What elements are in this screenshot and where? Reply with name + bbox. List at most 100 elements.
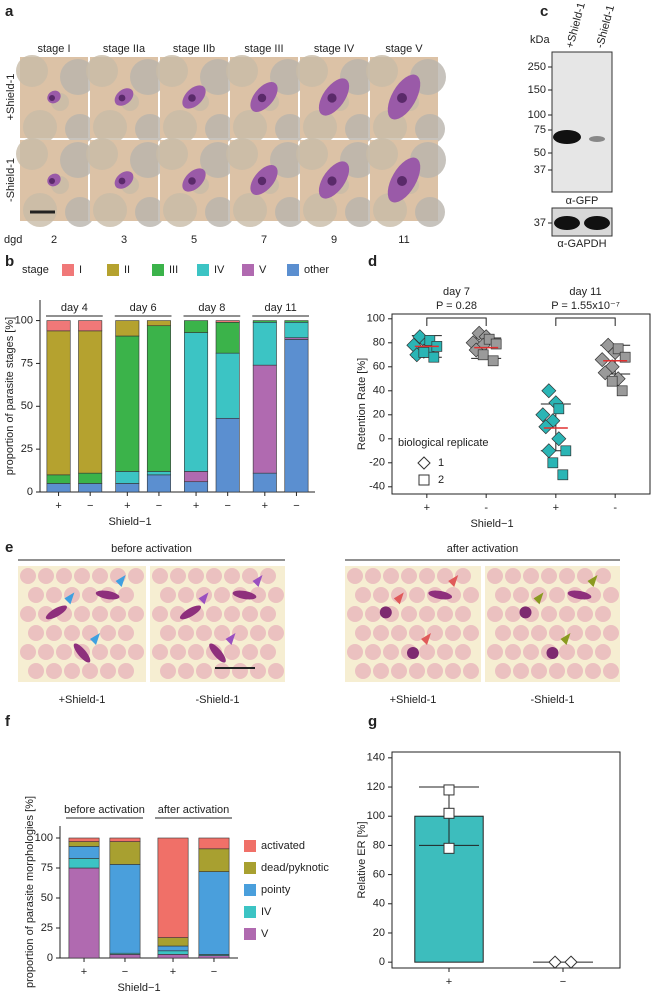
bar-segment (146, 474, 171, 493)
point (428, 351, 440, 363)
x-tick-label: − (211, 966, 217, 978)
y-tick-label: 40 (373, 898, 385, 910)
red-cell (170, 644, 186, 660)
red-cell (577, 644, 593, 660)
red-cell (206, 606, 222, 622)
y-tick-label: 140 (367, 752, 385, 764)
red-cell (224, 644, 240, 660)
x-tick-label: − (224, 500, 230, 512)
x-tick-label: + (553, 502, 559, 514)
red-cell (16, 138, 48, 170)
x-tick-label: + (446, 976, 452, 988)
legend-swatch (152, 264, 164, 276)
stage-label: stage IIb (173, 43, 215, 55)
y-tick-label: 50 (41, 892, 53, 904)
red-cell (214, 587, 230, 603)
red-cell (16, 55, 48, 87)
marker-label: 150 (528, 84, 546, 96)
red-cell (455, 606, 471, 622)
group-label: after activation (447, 543, 519, 555)
red-cell (214, 625, 230, 641)
red-cell (495, 587, 511, 603)
y-axis-label: proportion of parasite morphologies [%] (24, 796, 36, 988)
red-cell (135, 114, 165, 144)
condition-label: +Shield-1 (390, 694, 437, 706)
bar-segment (157, 954, 189, 959)
red-cell (188, 644, 204, 660)
bar-segment (215, 417, 240, 493)
point (477, 349, 489, 361)
legend-swatch (244, 906, 256, 918)
red-cell (86, 55, 118, 87)
bar-segment (146, 320, 171, 327)
red-cell (242, 644, 258, 660)
marker-label: 75 (534, 124, 546, 136)
bar-segment (146, 471, 171, 476)
red-cell (64, 663, 80, 679)
red-cell (242, 606, 258, 622)
group-label: before activation (64, 804, 145, 816)
red-cell (549, 663, 565, 679)
bar-segment (198, 848, 230, 872)
parasite-nucleus (327, 93, 337, 103)
red-cell (401, 606, 417, 622)
bar-segment (252, 364, 277, 474)
red-cell (268, 587, 284, 603)
red-cell (82, 663, 98, 679)
point (443, 807, 455, 819)
bar-segment (115, 320, 140, 337)
bar-segment (46, 474, 71, 484)
condition-label: -Shield-1 (530, 694, 574, 706)
bar-segment (109, 841, 141, 865)
red-cell (495, 625, 511, 641)
parasite-nucleus (188, 94, 196, 102)
bar-segment (184, 320, 209, 333)
group-label: day 8 (198, 302, 225, 314)
x-tick-label: − (87, 500, 93, 512)
panel-label: g (368, 713, 377, 730)
micrograph (150, 566, 285, 682)
red-cell (93, 110, 127, 144)
red-cell (303, 110, 337, 144)
point (490, 338, 502, 350)
parasite (95, 590, 120, 600)
y-tick-label: 60 (373, 361, 385, 373)
red-cell (38, 568, 54, 584)
red-cell (365, 606, 381, 622)
bar-segment (78, 330, 103, 474)
red-cell (178, 663, 194, 679)
bar-segment (184, 471, 209, 483)
legend-swatch (107, 264, 119, 276)
stage-label: stage IV (314, 43, 355, 55)
parasite-nucleus (49, 178, 55, 184)
bar-segment (109, 864, 141, 954)
y-tick-label: 80 (373, 839, 385, 851)
legend-label: V (259, 264, 267, 276)
stage-label: stage IIa (103, 43, 146, 55)
parasite-nucleus (257, 93, 267, 103)
red-cell (577, 568, 593, 584)
arrowhead (587, 575, 598, 587)
red-cell (505, 568, 521, 584)
point (551, 431, 567, 447)
red-cell (437, 606, 453, 622)
dgd-value: 5 (191, 234, 197, 246)
y-tick-label: 100 (367, 313, 385, 325)
red-cell (205, 197, 235, 227)
red-cell (152, 568, 168, 584)
red-cell (345, 197, 375, 227)
panel-label: d (368, 253, 377, 270)
point (548, 955, 562, 969)
marker-label: 37 (534, 164, 546, 176)
point (616, 385, 628, 397)
red-cell (391, 663, 407, 679)
y-tick-label: 20 (373, 409, 385, 421)
x-tick-label: + (124, 500, 130, 512)
point (443, 842, 455, 854)
red-cell (437, 644, 453, 660)
bar-segment (115, 483, 140, 493)
red-cell (65, 197, 95, 227)
red-cell (445, 663, 461, 679)
y-tick-label: 75 (41, 862, 53, 874)
